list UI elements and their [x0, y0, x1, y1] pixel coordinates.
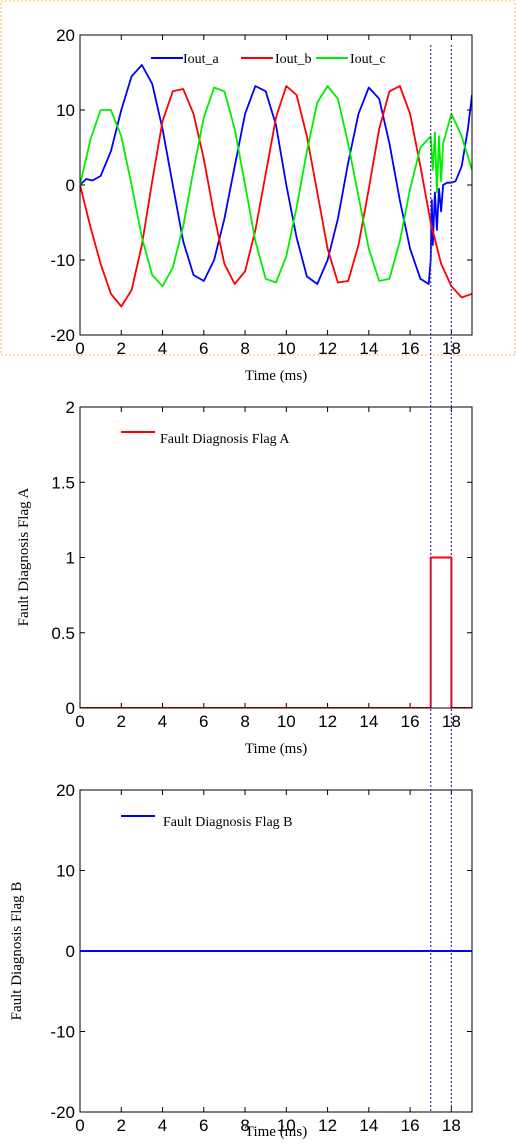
x-tick-label: 6: [199, 339, 208, 358]
x-tick-label: 12: [318, 1116, 337, 1135]
panel-1-axes-box: [79, 34, 473, 336]
panel-1-series: [80, 64, 472, 308]
legend-label-iout-b: Iout_b: [275, 52, 312, 67]
y-tick-label: 20: [56, 26, 75, 45]
x-tick-label: 8: [240, 1116, 249, 1135]
panel-2-ylabel: Fault Diagnosis Flag A: [16, 487, 32, 626]
series-line-iout-c: [80, 85, 472, 288]
y-tick-label: 10: [56, 101, 75, 120]
series-line-iout-b: [80, 85, 472, 308]
panel-1-legend: Iout_a Iout_b Iout_c: [151, 52, 386, 67]
x-tick-label: 8: [240, 339, 249, 358]
x-tick-label: 18: [442, 339, 461, 358]
y-tick-label: -10: [50, 1023, 75, 1042]
panel-2-axes-box: [79, 406, 473, 709]
y-tick-label: 20: [56, 781, 75, 800]
panel-2-series: [80, 556, 472, 708]
series-line-fault-diagnosis-flag-a: [80, 556, 472, 708]
y-tick-label: 0: [66, 176, 75, 195]
panel-1-gridticks: 0 2 4 6 8 10 12 14 16 18 -20 -10 0 10 20: [50, 26, 472, 358]
legend-label-flag-a: Fault Diagnosis Flag A: [160, 432, 290, 447]
panel-2-legend: Fault Diagnosis Flag A: [121, 431, 290, 447]
y-tick-label: 0.5: [51, 624, 75, 643]
x-tick-label: 0: [75, 1116, 84, 1135]
panel-3-ylabel: Fault Diagnosis Flag B: [9, 882, 25, 1021]
x-tick-label: 14: [359, 339, 378, 358]
y-tick-label: 1: [66, 549, 75, 568]
x-tick-label: 18: [442, 1116, 461, 1135]
panel-1-xlabel: Time (ms): [245, 368, 307, 384]
panel-2-xlabel: Time (ms): [245, 741, 307, 757]
x-tick-label: 2: [117, 1116, 126, 1135]
x-tick-label: 2: [117, 712, 126, 731]
y-tick-label: -20: [50, 326, 75, 345]
series-line-iout-a: [80, 64, 472, 285]
x-tick-label: 16: [401, 339, 420, 358]
x-tick-label: 6: [199, 712, 208, 731]
panel-3-xlabel: Time (ms): [245, 1124, 307, 1140]
panel-3-axes-box: [79, 789, 473, 1113]
y-tick-label: -20: [50, 1103, 75, 1122]
y-tick-label: 0: [66, 699, 75, 718]
top-panel-frame: [0, 0, 516, 356]
y-tick-label: 0: [66, 942, 75, 961]
y-tick-label: 1.5: [51, 473, 75, 492]
x-tick-label: 10: [277, 1116, 296, 1135]
chart-panel-currents: 0 2 4 6 8 10 12 14 16 18 -20 -10 0 10 20 Time (ms) Iou…: [50, 26, 473, 384]
chart-panel-flag-b: 0 2 4 6 8 10 12 14 16 18 -20 -10 0 10 20 Time (ms) Fau…: [9, 781, 473, 1140]
legend-label-iout-c: Iout_c: [350, 52, 386, 67]
x-tick-label: 16: [401, 1116, 420, 1135]
x-tick-label: 4: [158, 1116, 167, 1135]
x-tick-label: 0: [75, 712, 84, 731]
x-tick-label: 6: [199, 1116, 208, 1135]
x-tick-label: 16: [401, 712, 420, 731]
x-tick-label: 10: [277, 712, 296, 731]
legend-label-iout-a: Iout_a: [183, 52, 220, 67]
y-tick-label: 10: [56, 862, 75, 881]
fault-markers: [430, 45, 452, 1112]
panel-3-legend: Fault Diagnosis Flag B: [121, 815, 293, 830]
x-tick-label: 0: [75, 339, 84, 358]
x-tick-label: 4: [158, 712, 167, 731]
x-tick-label: 14: [359, 1116, 378, 1135]
panel-3-gridticks: 0 2 4 6 8 10 12 14 16 18 -20 -10 0 10 20: [50, 781, 472, 1135]
x-tick-label: 8: [240, 712, 249, 731]
y-tick-label: 2: [66, 398, 75, 417]
x-tick-label: 10: [277, 339, 296, 358]
x-tick-label: 12: [318, 339, 337, 358]
legend-label-flag-b: Fault Diagnosis Flag B: [163, 815, 293, 830]
y-tick-label: -10: [50, 251, 75, 270]
x-tick-label: 2: [117, 339, 126, 358]
x-tick-label: 14: [359, 712, 378, 731]
x-tick-label: 12: [318, 712, 337, 731]
x-tick-label: 4: [158, 339, 167, 358]
